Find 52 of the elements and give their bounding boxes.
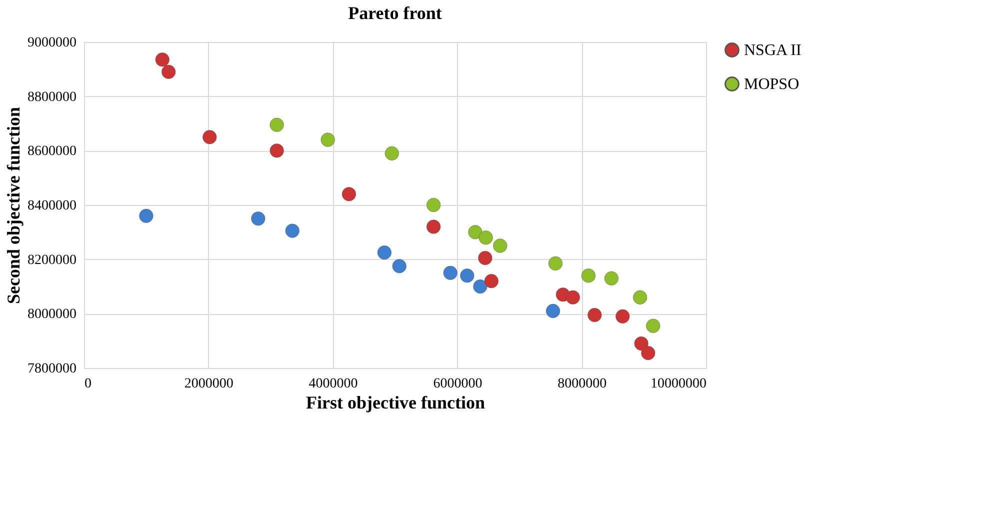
point — [377, 246, 392, 260]
point — [478, 230, 493, 245]
point — [588, 308, 602, 322]
point — [270, 144, 284, 158]
x-tick-label: 10000000 — [650, 376, 706, 392]
point — [320, 132, 335, 147]
point — [646, 318, 660, 333]
point — [548, 256, 563, 270]
point — [616, 309, 630, 324]
x-tick-label: 8000000 — [558, 376, 607, 392]
point — [251, 212, 266, 226]
point — [546, 304, 560, 318]
point — [392, 259, 406, 274]
point — [426, 198, 441, 212]
point — [460, 268, 474, 283]
legend-label: NSGA II — [744, 42, 802, 59]
point — [604, 271, 618, 286]
y-tick-label: 9000000 — [28, 36, 76, 50]
point — [285, 224, 300, 238]
point — [633, 290, 648, 304]
point — [634, 336, 648, 351]
point — [484, 274, 498, 288]
point — [384, 146, 399, 160]
point — [202, 130, 217, 144]
y-axis-title: Second objective function — [4, 107, 24, 304]
point — [468, 225, 482, 240]
y-tick-label: 8200000 — [28, 252, 76, 268]
point — [270, 118, 284, 132]
y-tick-label: 8800000 — [28, 90, 76, 105]
x-tick-label: 2000000 — [184, 376, 234, 392]
point — [155, 52, 170, 67]
point — [443, 266, 458, 280]
y-tick-label: 8600000 — [28, 144, 76, 160]
point — [139, 208, 154, 223]
point — [493, 238, 508, 253]
point — [426, 220, 441, 234]
point — [342, 187, 356, 202]
legend-label: MOPSO — [744, 76, 800, 93]
point — [581, 268, 596, 283]
chart-title: Pareto front — [348, 3, 442, 23]
x-tick-label: 0 — [84, 376, 92, 392]
point — [566, 290, 580, 304]
point — [473, 279, 488, 294]
y-tick-label: 8000000 — [28, 307, 76, 322]
point — [641, 346, 656, 360]
y-tick-label: 7800000 — [28, 362, 76, 376]
x-tick-label: 4000000 — [308, 376, 358, 392]
x-tick-label: 6000000 — [433, 376, 482, 392]
point — [162, 64, 176, 79]
y-tick-label: 8400000 — [28, 198, 76, 214]
x-axis-title: First objective function — [306, 392, 485, 412]
point — [478, 250, 492, 266]
